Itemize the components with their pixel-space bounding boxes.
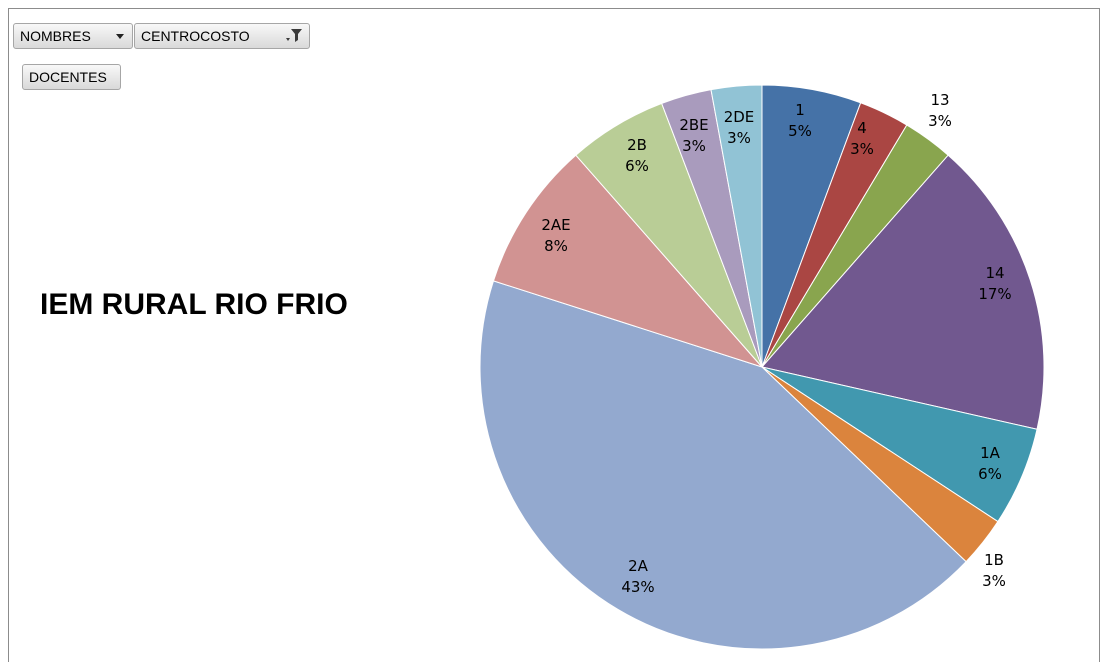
filter-icon[interactable] — [285, 28, 303, 44]
slice-label-13: 13 — [930, 91, 949, 109]
slice-label-2b: 2B — [627, 136, 647, 154]
slice-label-2ae: 2AE — [541, 216, 570, 234]
pie-slice-14[interactable] — [761, 154, 1045, 430]
nombres-field-label: NOMBRES — [20, 28, 91, 44]
slice-percent-2de: 3% — [727, 129, 751, 147]
slice-percent-2ae: 8% — [544, 237, 568, 255]
slice-percent-13: 3% — [928, 112, 952, 130]
slice-label-4: 4 — [857, 119, 867, 137]
slice-label-14: 14 — [985, 264, 1004, 282]
slice-percent-1a: 6% — [978, 465, 1002, 483]
slice-percent-2b: 6% — [625, 157, 649, 175]
chart-frame — [8, 8, 1100, 662]
slice-percent-2a: 43% — [621, 578, 654, 596]
slice-percent-1: 5% — [788, 122, 812, 140]
docentes-field-button[interactable]: DOCENTES — [22, 64, 121, 90]
slice-label-1: 1 — [795, 101, 805, 119]
centrocosto-field-label: CENTROCOSTO — [141, 28, 250, 44]
centrocosto-field-button[interactable]: CENTROCOSTO — [134, 23, 310, 49]
slice-label-1b: 1B — [984, 551, 1004, 569]
chevron-down-icon[interactable] — [116, 33, 124, 39]
slice-percent-4: 3% — [850, 140, 874, 158]
slice-label-2de: 2DE — [724, 108, 755, 126]
chart-title: IEM RURAL RIO FRIO — [40, 288, 348, 321]
slice-percent-2be: 3% — [682, 137, 706, 155]
slice-label-2be: 2BE — [679, 116, 708, 134]
pie-slice-2a[interactable] — [479, 280, 967, 650]
pie-slice-2ae[interactable] — [492, 154, 764, 369]
slice-percent-14: 17% — [978, 285, 1011, 303]
slice-label-2a: 2A — [628, 557, 649, 575]
docentes-field-label: DOCENTES — [29, 69, 107, 85]
pie-slice-2de[interactable] — [710, 84, 763, 368]
slice-label-1a: 1A — [980, 444, 1001, 462]
nombres-field-button[interactable]: NOMBRES — [13, 23, 133, 49]
slice-percent-1b: 3% — [982, 572, 1006, 590]
